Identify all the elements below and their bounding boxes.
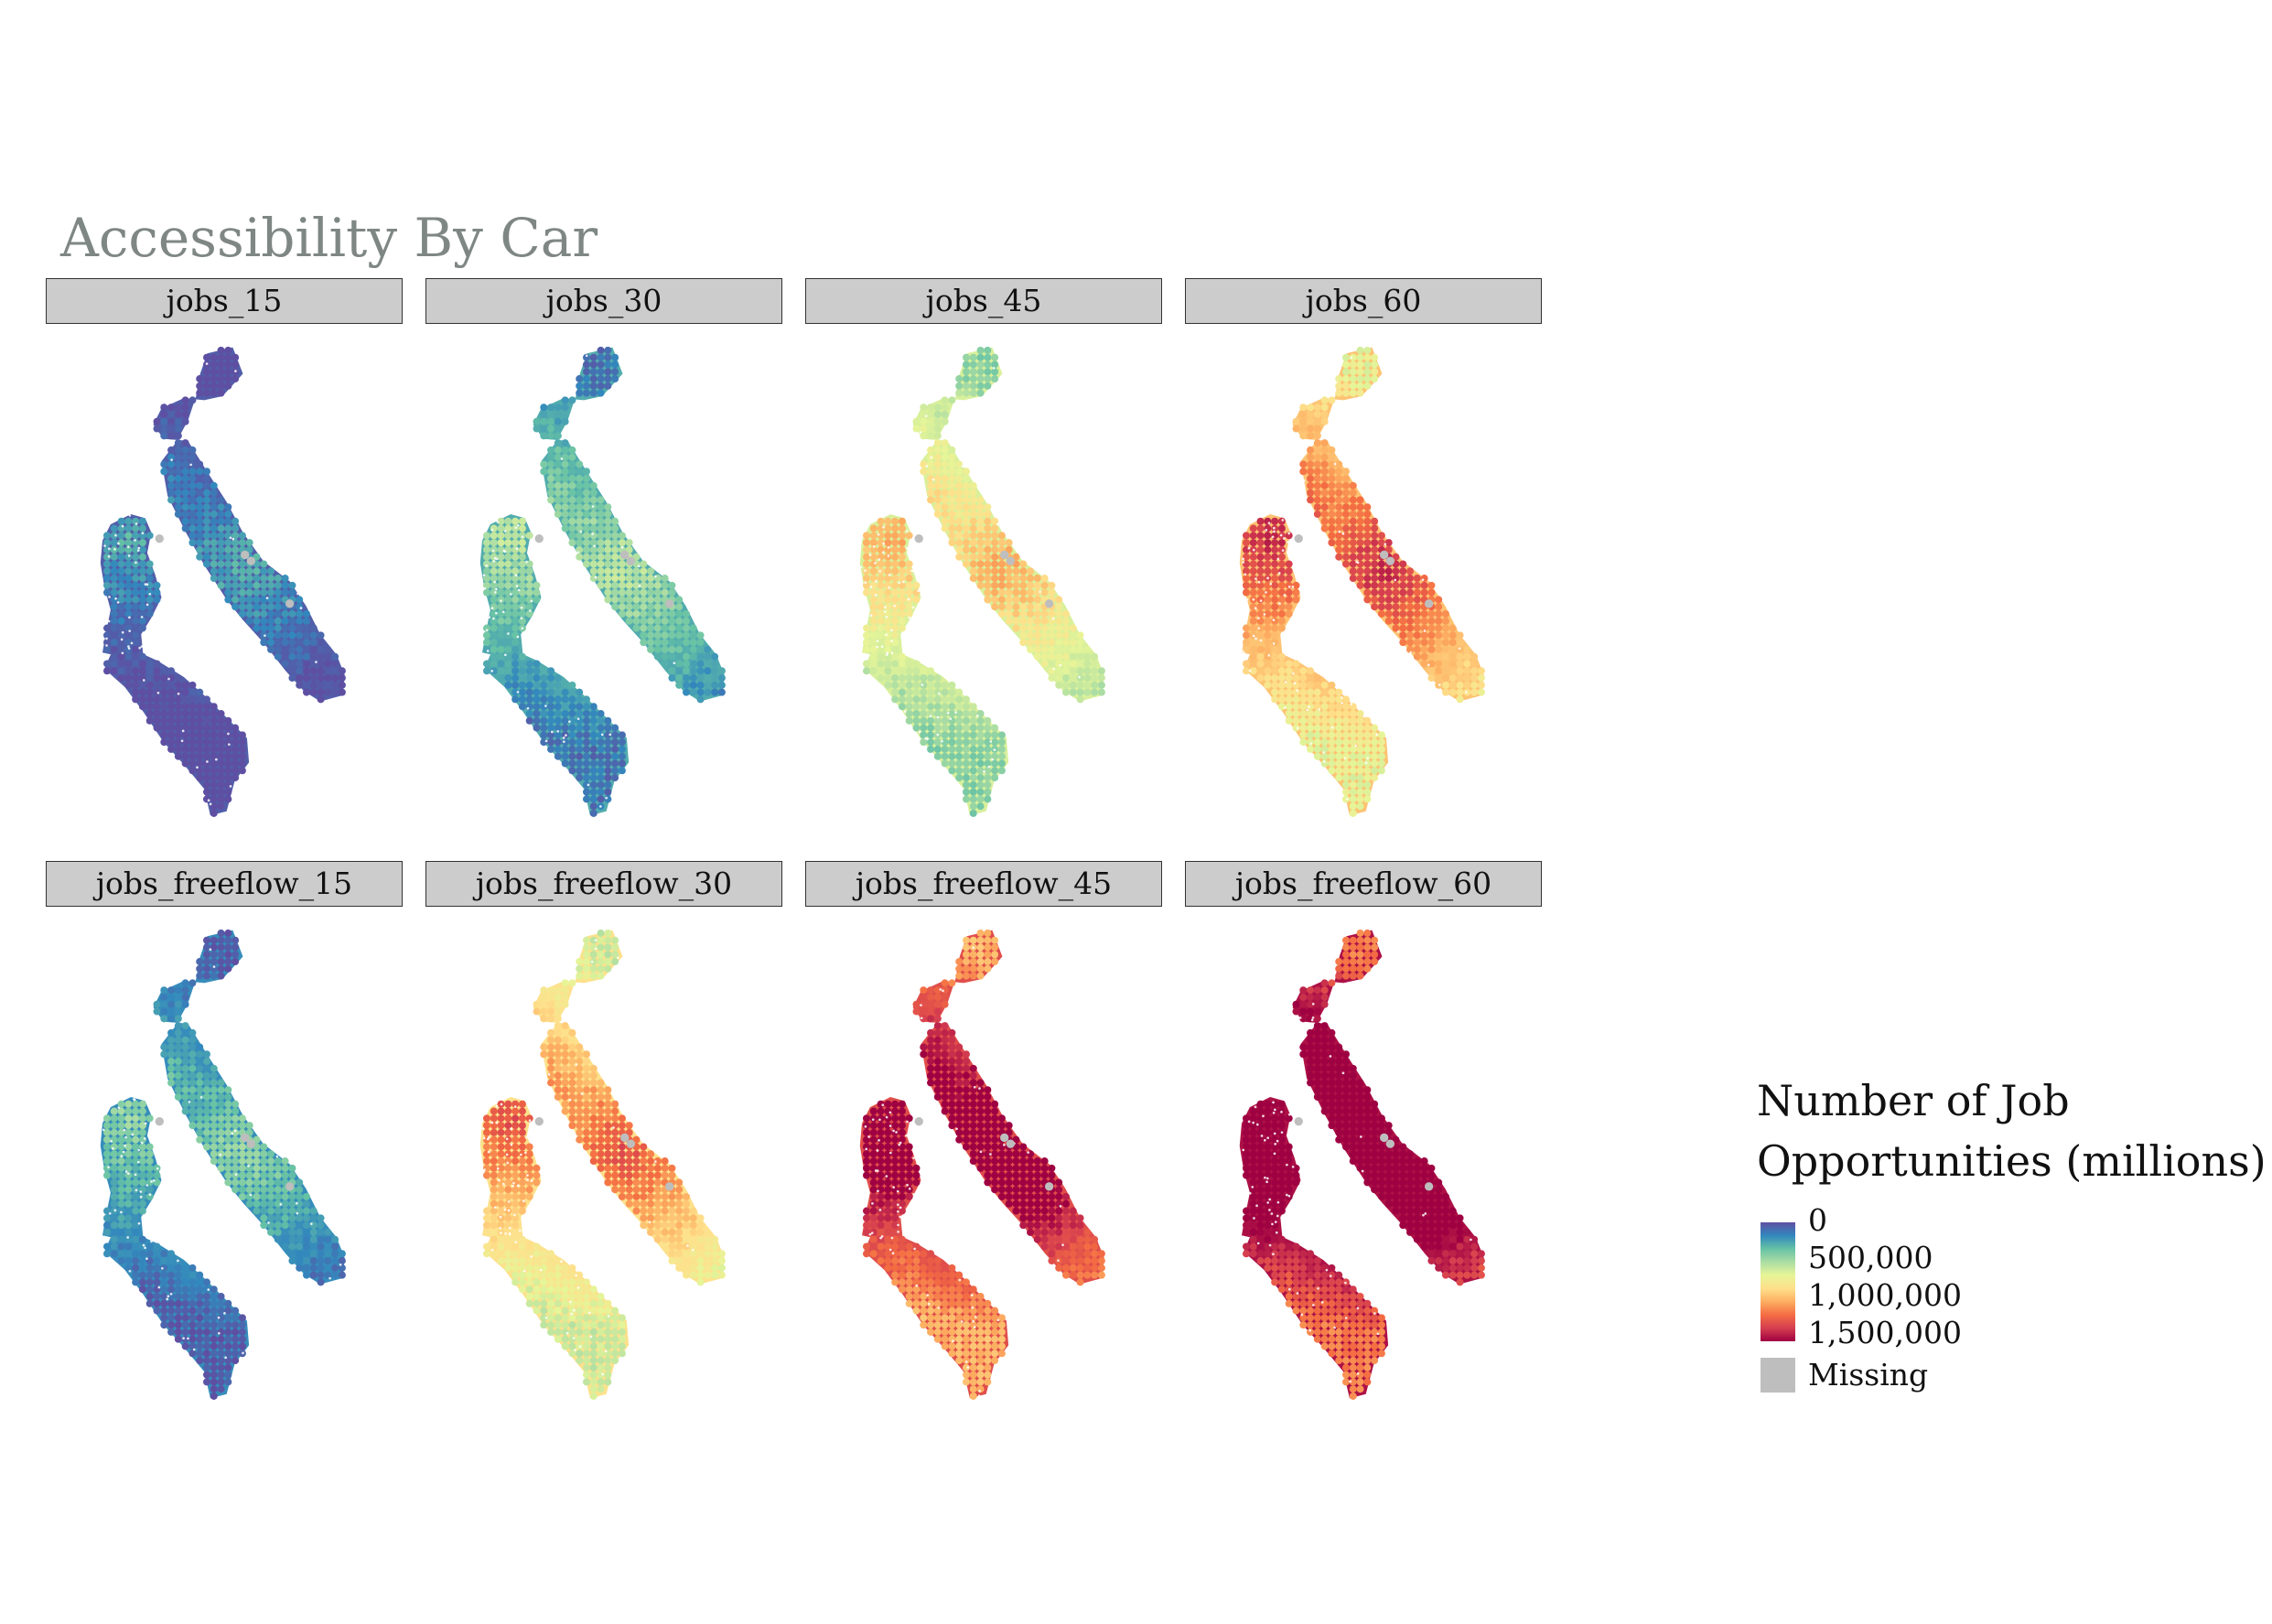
hex-map <box>479 929 726 1400</box>
facet-strip-label: jobs_45 <box>805 278 1162 324</box>
missing-cell <box>1380 1133 1389 1143</box>
missing-cell <box>1000 1133 1009 1143</box>
hex-map <box>1239 929 1485 1400</box>
missing-cell <box>664 1182 674 1191</box>
hex-cells <box>102 929 346 1400</box>
facet-strip-label: jobs_freeflow_30 <box>425 861 782 907</box>
missing-cell <box>1006 1139 1016 1148</box>
missing-cell <box>1385 1139 1395 1148</box>
missing-cell <box>246 1139 256 1148</box>
missing-cell <box>626 1139 636 1148</box>
road-speckles <box>1241 356 1468 801</box>
legend-colorbar <box>1761 1222 1795 1341</box>
missing-cell <box>1006 556 1016 565</box>
missing-cell <box>1380 550 1389 560</box>
hex-map <box>100 929 346 1400</box>
missing-cell <box>626 556 636 565</box>
hex-cells <box>102 346 346 817</box>
missing-cell <box>155 534 164 543</box>
missing-cell <box>1000 550 1009 560</box>
facet-strip-label: jobs_15 <box>46 278 403 324</box>
hex-map <box>479 346 726 817</box>
missing-cell <box>664 599 674 608</box>
road-speckles <box>864 946 1064 1397</box>
legend-break-1: 500,000 <box>1808 1240 1933 1275</box>
road-speckles <box>103 362 318 806</box>
hex-cells <box>482 929 726 1400</box>
hex-map <box>100 346 346 817</box>
missing-cell <box>620 1133 630 1143</box>
missing-cell <box>914 1117 923 1126</box>
facet-strip-label: jobs_freeflow_15 <box>46 861 403 907</box>
missing-cell <box>241 1133 250 1143</box>
missing-cell <box>1424 1182 1434 1191</box>
facet-strip-label: jobs_freeflow_45 <box>805 861 1162 907</box>
missing-cell <box>1294 534 1303 543</box>
hex-cells <box>862 929 1105 1400</box>
road-speckles <box>481 939 695 1376</box>
missing-cell <box>285 599 295 608</box>
legend-title-line-2: Opportunities (millions) <box>1757 1136 2267 1186</box>
hex-cells <box>482 346 726 817</box>
hex-cells <box>862 346 1105 817</box>
legend: Number of Job Opportunities (millions) 0… <box>1757 1070 2269 1393</box>
road-speckles <box>482 354 676 808</box>
legend-missing-label: Missing <box>1808 1357 1929 1393</box>
legend-title-line-1: Number of Job <box>1757 1076 2070 1125</box>
missing-cell <box>620 550 630 560</box>
hex-map <box>859 346 1105 817</box>
hex-cells <box>1242 346 1485 817</box>
road-speckles <box>1242 1002 1472 1383</box>
legend-break-2: 1,000,000 <box>1808 1277 1962 1313</box>
missing-cell <box>1044 1182 1054 1191</box>
legend-break-0: 0 <box>1808 1202 1827 1238</box>
missing-cell <box>534 534 544 543</box>
facet-strip-label: jobs_30 <box>425 278 782 324</box>
missing-cell <box>285 1182 295 1191</box>
hex-cells <box>1242 929 1485 1400</box>
legend-break-3: 1,500,000 <box>1808 1315 1962 1350</box>
facet-strip-label: jobs_60 <box>1185 278 1542 324</box>
missing-cell <box>1424 599 1434 608</box>
missing-cell <box>155 1117 164 1126</box>
missing-cell <box>1294 1117 1303 1126</box>
facet-strip-label: jobs_freeflow_60 <box>1185 861 1542 907</box>
missing-cell <box>1044 599 1054 608</box>
missing-cell <box>1385 556 1395 565</box>
missing-cell <box>246 556 256 565</box>
missing-cell <box>914 534 923 543</box>
missing-cell <box>534 1117 544 1126</box>
legend-missing-swatch <box>1761 1358 1795 1393</box>
plot-title: Accessibility By Car <box>60 207 598 269</box>
missing-cell <box>241 550 250 560</box>
road-speckles <box>102 948 342 1360</box>
road-speckles <box>859 367 1081 773</box>
hex-map <box>1239 346 1485 817</box>
hex-map <box>859 929 1105 1400</box>
